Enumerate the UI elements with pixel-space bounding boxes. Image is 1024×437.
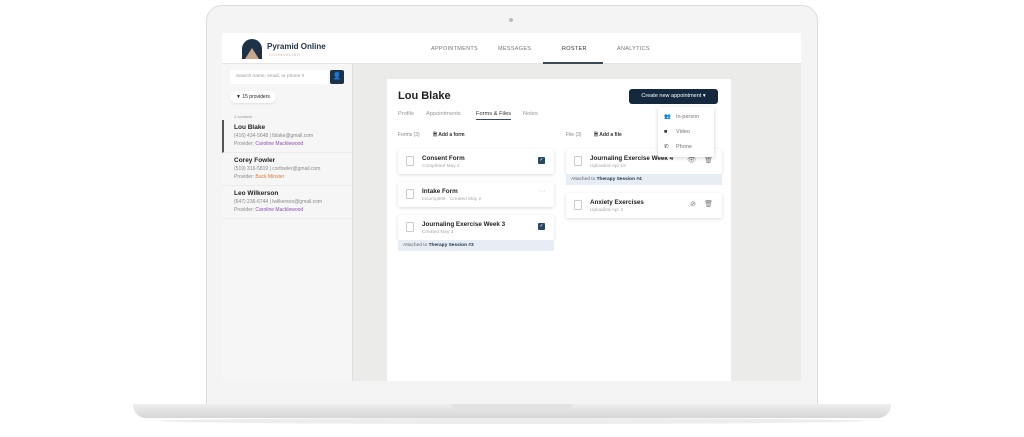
provider-label: Provider:: [234, 141, 255, 147]
contact-name: Leo Wilkerson: [234, 190, 279, 197]
add-file-label: Add a file: [599, 132, 622, 138]
document-icon: 🗎: [594, 132, 600, 138]
appointment-type-menu: 👥 In-person ■ Video ✆ Phone: [658, 107, 714, 157]
brand-name: Pyramid Online: [267, 42, 326, 51]
menu-item-in-person[interactable]: 👥 In-person: [664, 114, 699, 120]
add-form-label: Add a form: [438, 132, 465, 138]
form-name: Consent Form: [422, 155, 465, 162]
form-item[interactable]: Journaling Exercise Week 3 Created May 3…: [398, 215, 554, 240]
file-name: Anxiety Exercises: [590, 199, 644, 206]
more-options-icon[interactable]: ···: [539, 188, 546, 195]
menu-label: Phone: [676, 144, 692, 150]
filter-icon: ▼: [236, 94, 243, 100]
tab-appointments[interactable]: Appointments: [426, 111, 461, 117]
document-icon: [406, 189, 414, 199]
attached-session-link[interactable]: Therapy Session #4: [596, 177, 642, 182]
laptop-base: [133, 404, 891, 418]
attached-prefix: Attached to: [403, 243, 429, 248]
tab-forms-files[interactable]: Forms & Files: [476, 111, 512, 120]
nav-analytics[interactable]: ANALYTICS: [617, 46, 650, 52]
nav-roster[interactable]: ROSTER: [562, 46, 587, 52]
nav-appointments[interactable]: APPOINTMENTS: [431, 46, 478, 52]
menu-item-phone[interactable]: ✆ Phone: [664, 144, 692, 150]
checkbox-checked-icon[interactable]: ✓: [538, 223, 545, 230]
brand-subtitle: COUNSELING: [269, 52, 301, 57]
file-date: Uploaded Apr 16: [590, 164, 626, 169]
form-status: Created May 3: [422, 230, 454, 235]
provider-name: Caroline Macklewood: [255, 207, 304, 213]
forms-count: Forms (3): [398, 132, 420, 138]
form-item[interactable]: Intake Form Incomplete · Created May 2 ·…: [398, 182, 554, 207]
provider-name: Buck Minster: [255, 174, 285, 180]
form-item[interactable]: Consent Form Completed May 2 ✓: [398, 149, 554, 174]
add-file-button[interactable]: 🗎 Add a file: [594, 132, 622, 140]
attachment-note: Attached to Therapy Session #3: [398, 240, 554, 251]
eye-off-icon[interactable]: ⊘: [690, 201, 696, 208]
nav-messages[interactable]: MESSAGES: [498, 46, 532, 52]
contact-info: (647) 236-6744 | lwilkerson@gmail.com: [234, 199, 323, 205]
add-user-icon: 👤: [332, 73, 342, 80]
eye-icon[interactable]: 👁: [687, 157, 696, 164]
contact-info: (416) 434-5648 | lblake@gmail.com: [234, 133, 314, 139]
add-form-button[interactable]: 🗎 Add a form: [433, 132, 465, 140]
phone-icon: ✆: [664, 144, 669, 150]
contact-item[interactable]: Leo Wilkerson (647) 236-6744 | lwilkerso…: [222, 186, 352, 219]
contact-name: Lou Blake: [234, 124, 266, 131]
sidebar: Search name, email, or phone # 👤 ▼ 15 pr…: [222, 64, 353, 381]
filter-label: 15 providers: [242, 94, 270, 100]
file-item[interactable]: Anxiety Exercises Uploaded Apr 3 ⊘ 🗑: [566, 193, 722, 218]
screen: Pyramid Online COUNSELING APPOINTMENTS M…: [222, 33, 801, 381]
pyramid-logo-icon[interactable]: [242, 39, 262, 59]
contact-count: 3 contacts: [234, 114, 253, 119]
video-icon: ■: [664, 129, 668, 135]
contact-info: (519) 316-5819 | corfowler@gmail.com: [234, 166, 321, 172]
file-icon: [574, 200, 582, 210]
form-name: Journaling Exercise Week 3: [422, 221, 506, 228]
file-date: Uploaded Apr 3: [590, 208, 624, 213]
provider-label: Provider:: [234, 207, 255, 213]
add-contact-button[interactable]: 👤: [330, 70, 344, 84]
menu-label: Video: [676, 129, 690, 135]
laptop-shadow: [160, 418, 864, 424]
contact-item[interactable]: Corey Fowler (519) 316-5819 | corfowler@…: [222, 153, 352, 186]
contact-item[interactable]: Lou Blake (416) 434-5648 | lblake@gmail.…: [222, 120, 352, 153]
attached-session-link[interactable]: Therapy Session #3: [428, 243, 474, 248]
form-status: Completed May 2: [422, 164, 460, 169]
tab-notes[interactable]: Notes: [523, 111, 538, 117]
document-icon: 🗎: [433, 132, 439, 138]
top-header: Pyramid Online COUNSELING APPOINTMENTS M…: [222, 33, 801, 64]
provider-label: Provider:: [234, 174, 255, 180]
menu-label: In-person: [676, 114, 700, 120]
trash-icon[interactable]: 🗑: [704, 157, 713, 164]
provider-name: Caroline Macklewood: [255, 141, 304, 147]
contact-name: Corey Fowler: [234, 157, 276, 164]
checkbox-checked-icon[interactable]: ✓: [538, 157, 545, 164]
client-card: Lou Blake Create new appointment ▾ Profi…: [387, 79, 731, 381]
search-input[interactable]: Search name, email, or phone #: [230, 70, 328, 84]
attached-prefix: Attached to: [571, 177, 597, 182]
client-name: Lou Blake: [398, 90, 451, 102]
document-icon: [406, 156, 414, 166]
file-icon: [574, 156, 582, 166]
provider-filter-button[interactable]: ▼ 15 providers: [230, 91, 276, 103]
create-appointment-button[interactable]: Create new appointment ▾: [629, 89, 718, 104]
document-icon: [406, 222, 414, 232]
file-name: Journaling Exercise Week 4: [590, 155, 674, 162]
form-status: Incomplete · Created May 2: [422, 197, 482, 202]
menu-item-video[interactable]: ■ Video: [664, 129, 690, 135]
attachment-note: Attached to Therapy Session #4: [566, 174, 722, 185]
trash-icon[interactable]: 🗑: [704, 201, 713, 208]
laptop-notch: [452, 404, 572, 411]
tab-profile[interactable]: Profile: [398, 111, 415, 117]
people-icon: 👥: [664, 114, 671, 120]
camera: [509, 18, 513, 22]
nav-active-indicator: [543, 62, 603, 64]
form-name: Intake Form: [422, 188, 458, 195]
files-count: File (3): [566, 132, 582, 138]
